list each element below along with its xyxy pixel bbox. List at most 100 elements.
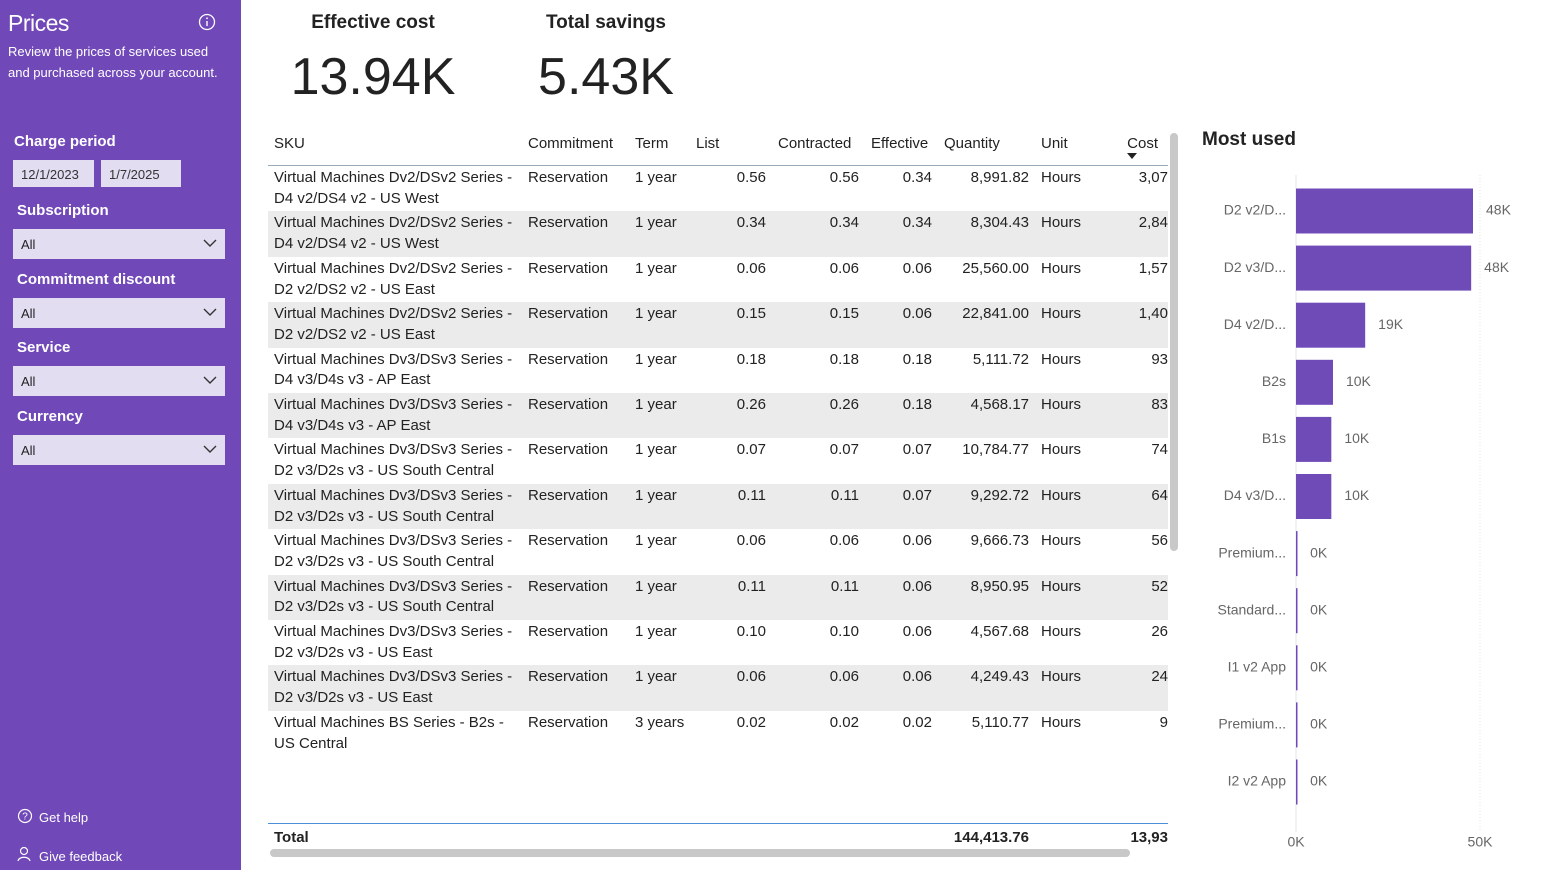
data-label: 0K (1310, 716, 1328, 732)
column-header[interactable]: Cost (1127, 134, 1158, 152)
filter-label: Commitment discount (17, 271, 176, 288)
date-end[interactable]: 1/7/2025 (101, 160, 181, 187)
table-cell: 0.11 (690, 574, 772, 621)
total-row: Total 144,413.76 13,93 (268, 824, 1168, 851)
table-cell: 0.11 (690, 483, 772, 530)
sidebar-description: Review the prices of services used and p… (8, 44, 218, 80)
bar (1296, 531, 1298, 577)
table-cell: Reservation (528, 259, 609, 277)
table-cell: 0.11 (772, 483, 865, 530)
data-label: 0K (1310, 773, 1328, 789)
y-tick-label: D2 v2/D... (1224, 202, 1286, 218)
link[interactable]: Give feedback (39, 849, 123, 864)
table-row: Virtual Machines Dv2/DSv2 Series - D4 v2… (268, 166, 1168, 211)
scrollbar[interactable] (270, 849, 1130, 857)
chart: Most used 0K 50K D2 v2/D... 48K D2 v3/D... 48… (1202, 129, 1512, 850)
table-cell: 4,568.17 (938, 393, 1035, 439)
data-label: 48K (1484, 259, 1510, 275)
table-cell: 0.07 (865, 483, 938, 530)
table-cell: 0.02 (902, 713, 932, 731)
scrollbar[interactable] (1170, 133, 1178, 551)
table-cell: 26 (1151, 623, 1168, 641)
table-cell: 0.06 (736, 259, 766, 277)
data-label: 0K (1310, 544, 1328, 560)
table-cell: Hours (1035, 665, 1120, 711)
y-tick-label: D4 v3/D... (1224, 487, 1286, 503)
table-cell: 10,784.77 (962, 441, 1029, 459)
filter-label: Service (17, 339, 71, 356)
chevron (203, 445, 217, 453)
kpi-label: Total savings (545, 12, 666, 33)
table-cell (865, 824, 938, 851)
table: Virtual Machines Dv2/DSv2 Series - D4 v2… (268, 166, 1168, 756)
table-cell: 0.06 (902, 623, 932, 641)
table-cell: 0.02 (829, 713, 859, 731)
dropdown[interactable]: All (13, 298, 225, 328)
table-cell: 1 year (629, 483, 690, 530)
table-cell: 0.06 (772, 665, 865, 711)
table-cell: Reservation (528, 441, 609, 459)
filter-label: Currency (17, 408, 83, 425)
bar (1296, 474, 1332, 519)
table-cell: Reservation (522, 665, 629, 711)
kpi-value: 13.94K (290, 48, 456, 106)
data-label: 0K (1310, 659, 1328, 675)
table-cell: 5,111.72 (972, 350, 1029, 368)
column-header[interactable]: Quantity (944, 134, 1000, 152)
info-icon[interactable] (198, 13, 216, 31)
table-cell: 22,841.00 (938, 302, 1035, 348)
column-header[interactable]: SKU (274, 134, 305, 152)
y-tick-label: I1 v2 App (1228, 659, 1287, 675)
column-header[interactable]: List (696, 134, 720, 152)
table-cell: 1 year (635, 532, 677, 550)
table-cell: 0.06 (865, 302, 938, 348)
table-cell: 1 year (635, 259, 677, 277)
column-header[interactable]: Term (635, 134, 669, 152)
table-cell: Reservation (522, 393, 629, 439)
table-cell: Hours (1041, 350, 1082, 368)
column-header[interactable]: Effective (871, 134, 929, 152)
column-header[interactable]: Contracted (778, 134, 852, 152)
table-cell: 0.07 (736, 441, 766, 459)
table-cell: Virtual Machines Dv3/DSv3 Series - D2 v3… (274, 441, 513, 480)
dropdown-value: All (21, 443, 36, 458)
table-cell: Virtual Machines Dv3/DSv3 Series - D2 v3… (274, 623, 513, 661)
column-header[interactable]: Unit (1041, 134, 1068, 152)
sort-arrow[interactable] (1126, 152, 1138, 160)
column-header[interactable]: Commitment (528, 134, 614, 152)
data-label: 10K (1344, 487, 1370, 503)
data-label: 48K (1486, 202, 1512, 218)
table-cell: Hours (1041, 441, 1082, 459)
table-cell: 0.06 (865, 574, 938, 621)
table-cell: 4,249.43 (938, 665, 1035, 711)
dropdown[interactable]: All (13, 366, 225, 396)
y-tick-label: D2 v3/D... (1224, 259, 1286, 275)
table-cell: 0.18 (829, 350, 859, 368)
date-start[interactable]: 12/1/2023 (13, 160, 94, 187)
chevron-path (203, 445, 217, 453)
table-cell: 0.10 (829, 623, 859, 641)
svg-text:?: ? (22, 812, 28, 823)
dropdown[interactable]: All (13, 435, 225, 465)
table-cell: 0.06 (902, 259, 932, 277)
dropdown[interactable]: All (13, 229, 225, 259)
y-tick-label: Premium... (1218, 544, 1286, 560)
table-row: Virtual Machines Dv3/DSv3 Series - D2 v3… (268, 438, 1168, 483)
table-cell: 0.34 (690, 211, 772, 257)
table-cell: 3,07 (1138, 169, 1168, 186)
table-cell: 9,292.72 (938, 483, 1035, 530)
link[interactable]: Get help (39, 810, 89, 825)
table-cell: 0.18 (865, 393, 938, 439)
y-tick-label: I2 v2 App (1228, 773, 1287, 789)
table-cell: Virtual Machines Dv3/DSv3 Series - D2 v3… (268, 483, 522, 530)
feedback-icon (17, 846, 31, 862)
table-cell: 13,93 (1130, 829, 1168, 846)
table-cell (690, 824, 772, 851)
table-cell: Hours (1035, 574, 1120, 621)
table-cell (522, 824, 629, 851)
table-cell: Reservation (528, 169, 609, 186)
table-cell: Virtual Machines BS Series - B2s - US Ce… (274, 713, 504, 752)
table-cell: 74 (1151, 441, 1168, 459)
table-cell: Hours (1041, 713, 1082, 731)
table-cell: Reservation (522, 211, 629, 257)
